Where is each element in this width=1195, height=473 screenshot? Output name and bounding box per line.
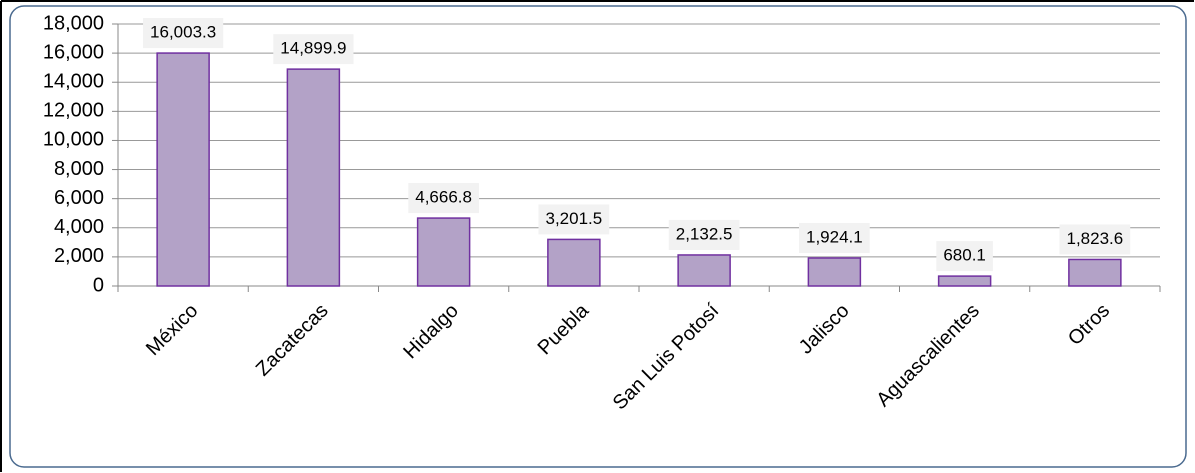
data-label-group: 680.1 — [936, 241, 993, 272]
data-label-box — [273, 34, 354, 65]
data-label-box — [936, 241, 993, 272]
data-label: 1,823.6 — [1067, 229, 1124, 248]
data-label-box — [1059, 224, 1131, 255]
chart-frame — [9, 5, 1187, 468]
data-label: 4,666.8 — [415, 188, 472, 207]
bar — [1068, 258, 1122, 287]
bar — [286, 68, 341, 287]
data-label-group: 4,666.8 — [408, 183, 479, 214]
bar — [807, 257, 862, 287]
y-tick-label: 16,000 — [43, 41, 104, 63]
bar — [156, 52, 210, 287]
data-label-group: 1,924.1 — [799, 222, 870, 253]
y-tick-label: 2,000 — [54, 245, 104, 267]
data-label-group: 2,132.5 — [668, 219, 740, 250]
data-label: 1,924.1 — [806, 227, 863, 246]
data-label-group: 16,003.3 — [143, 18, 224, 49]
y-tick-label: 14,000 — [43, 71, 104, 93]
bar — [547, 238, 601, 287]
y-tick-label: 18,000 — [43, 12, 104, 34]
data-label-group: 14,899.9 — [273, 34, 354, 65]
data-label-box — [799, 222, 870, 253]
data-label: 3,201.5 — [546, 209, 603, 228]
data-label: 680.1 — [943, 246, 986, 265]
data-label: 2,132.5 — [676, 224, 733, 243]
data-label: 16,003.3 — [150, 23, 216, 42]
bar — [677, 254, 731, 287]
data-label-group: 1,823.6 — [1059, 224, 1131, 255]
data-label-box — [668, 219, 740, 250]
y-tick-label: 6,000 — [54, 187, 104, 209]
bar — [937, 275, 992, 287]
data-label-group: 3,201.5 — [538, 204, 610, 235]
y-tick-label: 10,000 — [43, 129, 104, 151]
y-tick-label: 8,000 — [54, 158, 104, 180]
bar — [416, 217, 471, 287]
data-label-box — [408, 183, 479, 214]
data-label-box — [143, 18, 224, 49]
y-tick-label: 12,000 — [43, 100, 104, 122]
data-label: 14,899.9 — [280, 39, 346, 58]
y-tick-label: 4,000 — [54, 216, 104, 238]
y-tick-label: 0 — [93, 274, 104, 296]
data-label-box — [538, 204, 610, 235]
